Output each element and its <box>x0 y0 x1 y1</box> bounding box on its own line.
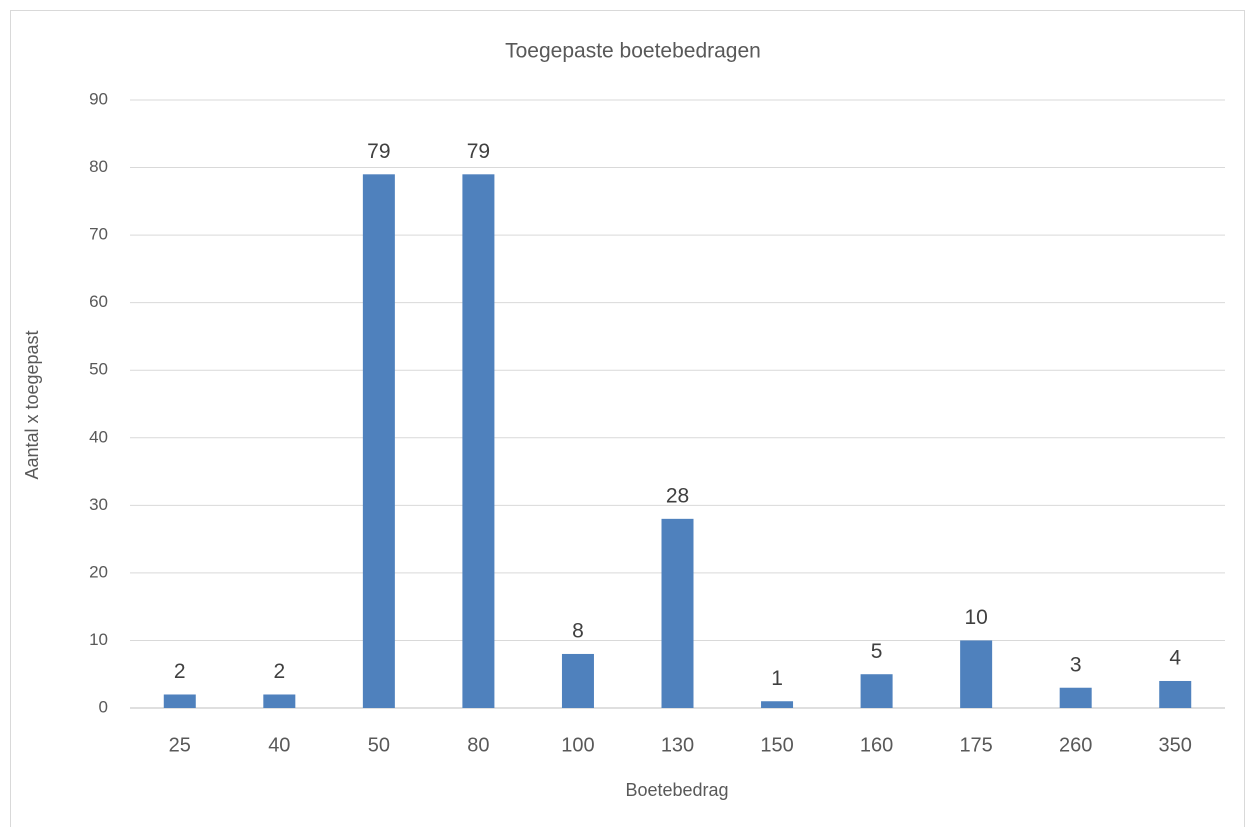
y-tick-label: 0 <box>99 697 108 716</box>
y-tick-label: 10 <box>89 630 108 649</box>
data-label: 2 <box>174 660 186 683</box>
y-tick-label: 60 <box>89 292 108 311</box>
y-tick-label: 90 <box>89 89 108 108</box>
y-tick-label: 30 <box>89 495 108 514</box>
data-label: 10 <box>964 606 987 629</box>
data-label: 2 <box>273 660 285 683</box>
data-label: 4 <box>1169 647 1181 670</box>
bar <box>761 701 794 708</box>
bar <box>661 518 694 708</box>
data-label: 28 <box>666 484 689 507</box>
y-tick-label: 50 <box>89 360 108 379</box>
y-axis-label: Aantal x toegepast <box>22 330 42 479</box>
x-tick-label: 260 <box>1059 734 1092 756</box>
chart-title: Toegepaste boetebedragen <box>505 40 761 63</box>
x-tick-label: 130 <box>661 734 694 756</box>
data-label: 1 <box>771 667 783 690</box>
bar <box>1059 687 1092 708</box>
x-tick-label: 150 <box>760 734 793 756</box>
bar <box>462 174 495 709</box>
x-tick-label: 40 <box>268 734 290 756</box>
x-tick-label: 350 <box>1159 734 1192 756</box>
bar <box>561 653 594 708</box>
x-tick-label: 50 <box>368 734 390 756</box>
x-tick-label: 175 <box>959 734 992 756</box>
x-tick-label: 160 <box>860 734 893 756</box>
bar <box>860 674 893 708</box>
bar <box>960 640 993 708</box>
y-tick-label: 20 <box>89 562 108 581</box>
bar <box>163 694 196 708</box>
data-label: 5 <box>871 640 883 663</box>
bar <box>362 174 395 709</box>
data-label: 8 <box>572 620 584 643</box>
bar <box>1159 680 1192 708</box>
data-label: 79 <box>367 140 390 163</box>
data-label: 79 <box>467 140 490 163</box>
y-tick-label: 40 <box>89 427 108 446</box>
x-axis-label: Boetebedrag <box>625 780 728 800</box>
data-label: 3 <box>1070 653 1082 676</box>
x-tick-label: 25 <box>169 734 191 756</box>
chart-border <box>10 10 1245 827</box>
x-tick-label: 100 <box>561 734 594 756</box>
y-tick-label: 80 <box>89 157 108 176</box>
y-tick-label: 70 <box>89 225 108 244</box>
x-tick-label: 80 <box>467 734 489 756</box>
bar <box>263 694 296 708</box>
